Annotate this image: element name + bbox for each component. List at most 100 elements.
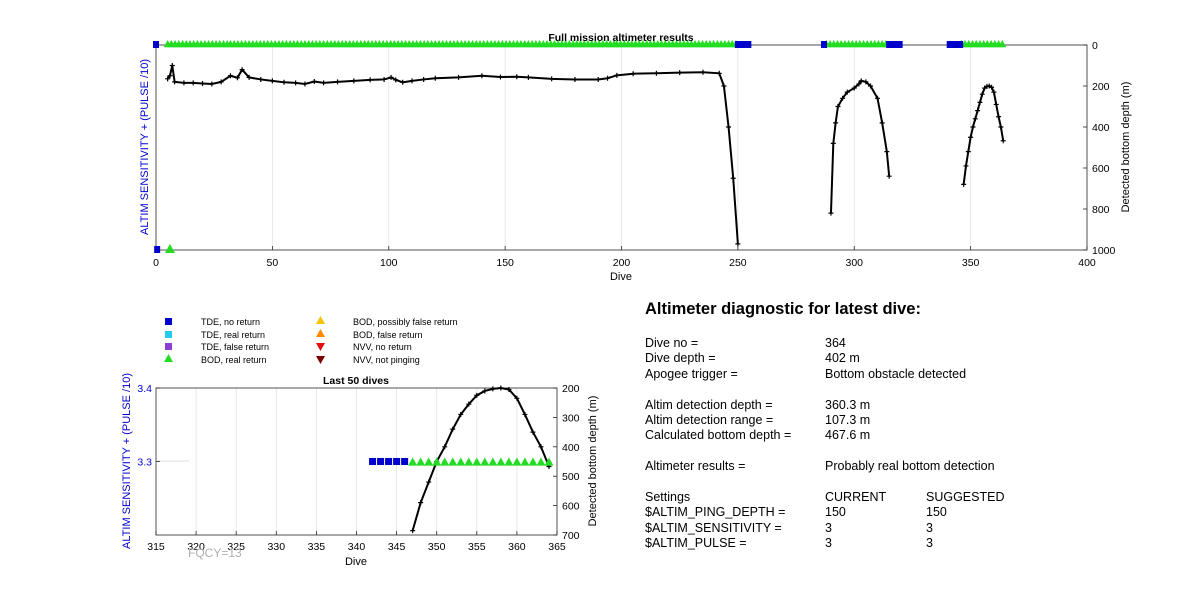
diagnostic-value: 467.6 m: [825, 428, 871, 443]
tde-no-return-marker: [153, 41, 159, 48]
depth-point-marker: [234, 75, 240, 81]
right-y-tick-label: 200: [1092, 81, 1110, 93]
legend: TDE, no return TDE, real return TDE, fal…: [164, 316, 458, 365]
depth-point-marker: [388, 74, 394, 80]
depth-point-marker: [858, 78, 864, 84]
legend-label: BOD, possibly false return: [353, 317, 458, 327]
depth-point-marker: [530, 429, 536, 435]
diagnostic-value: Bottom obstacle detected: [825, 366, 967, 381]
tde-no-return-marker: [886, 41, 893, 48]
depth-point-marker: [311, 78, 317, 84]
depth-point-marker: [884, 149, 890, 155]
depth-point-marker: [963, 163, 969, 169]
bod-real-return-marker: [544, 457, 554, 466]
setting-name: $ALTIM_PULSE =: [645, 536, 747, 551]
depth-point-marker: [653, 70, 659, 76]
depth-point-marker: [479, 73, 485, 79]
depth-point-marker: [269, 78, 275, 84]
depth-point-marker: [886, 173, 892, 179]
legend-label: TDE, false return: [201, 342, 269, 352]
x-tick-label: 320: [187, 541, 205, 553]
left-y-tick-label: 3.4: [137, 383, 152, 395]
depth-point-marker: [726, 124, 732, 130]
full-mission-title: Full mission altimeter results: [548, 32, 693, 44]
x-tick-label: 345: [388, 541, 406, 553]
bod-real-return-marker: [998, 40, 1007, 48]
x-tick-label: 315: [147, 541, 165, 553]
right-y-tick-label: 600: [1092, 163, 1110, 175]
depth-point-marker: [514, 395, 520, 401]
legend-label: NVV, not pinging: [353, 355, 420, 365]
diagnostic-label: Apogee trigger =: [645, 366, 738, 381]
depth-point-marker: [830, 140, 836, 146]
depth-point-marker: [474, 392, 480, 398]
depth-point-marker: [367, 77, 373, 83]
depth-point-marker: [293, 80, 299, 86]
settings-header-row: Settings CURRENT SUGGESTED: [645, 490, 1115, 505]
depth-point-marker: [466, 401, 472, 407]
legend-label: TDE, real return: [201, 330, 265, 340]
tde-no-return-marker: [377, 458, 385, 465]
depth-point-marker: [458, 411, 464, 417]
bod-real-return-marker: [432, 457, 442, 466]
last-50-xlabel: Dive: [345, 556, 367, 568]
depth-point-marker: [321, 80, 327, 86]
x-tick-label: 50: [267, 257, 279, 269]
bod-real-return-marker: [416, 457, 426, 466]
setting-name: $ALTIM_SENSITIVITY =: [645, 520, 782, 535]
x-tick-label: 150: [496, 257, 514, 269]
depth-point-marker: [381, 76, 387, 82]
diagnostic-label: Dive depth =: [645, 351, 716, 366]
depth-point-marker: [630, 71, 636, 77]
depth-point-marker: [450, 426, 456, 432]
last-50-right-ylabel: Detected bottom depth (m): [587, 396, 599, 527]
depth-point-marker: [506, 386, 512, 392]
depth-point-marker: [432, 75, 438, 81]
x-tick-label: 335: [308, 541, 326, 553]
tde-no-return-marker: [154, 246, 161, 253]
depth-point-marker: [549, 76, 555, 82]
tde-no-return-marker: [889, 41, 896, 48]
legend-marker-bod-real-return: [164, 354, 173, 362]
tde-no-return-marker: [896, 41, 903, 48]
right-y-tick-label: 0: [1092, 40, 1098, 52]
depth-point-marker: [993, 101, 999, 107]
x-tick-label: 350: [962, 257, 980, 269]
depth-point-marker: [840, 95, 846, 101]
x-tick-label: 325: [227, 541, 245, 553]
depth-point-marker: [605, 75, 611, 81]
depth-point-marker: [856, 81, 862, 87]
depth-point-marker: [844, 89, 850, 95]
depth-point-marker: [167, 73, 173, 79]
depth-point-marker: [169, 63, 175, 68]
depth-point-marker: [721, 83, 727, 89]
depth-point-marker: [875, 95, 881, 101]
depth-point-marker: [351, 78, 357, 84]
diagnostic-label: Dive no =: [645, 336, 699, 350]
right-y-tick-label: 200: [562, 383, 580, 395]
depth-point-marker: [426, 479, 432, 485]
tde-no-return-marker: [734, 41, 741, 48]
depth-point-marker: [614, 72, 620, 78]
detected-bottom-depth-line: [166, 65, 739, 244]
x-tick-label: 0: [153, 257, 159, 269]
bod-real-return-marker: [440, 457, 450, 466]
depth-point-marker: [851, 85, 857, 91]
x-tick-label: 300: [845, 257, 863, 269]
bod-real-return-marker: [472, 457, 482, 466]
settings-header: CURRENT: [825, 489, 887, 504]
tde-no-return-marker: [369, 458, 377, 465]
setting-suggested: 3: [926, 536, 933, 551]
right-y-tick-label: 700: [562, 530, 580, 542]
full-mission-chart: 0 50 100 150 200 250 300 350 400 0 200 400 600 800 10…: [139, 32, 1132, 283]
depth-point-marker: [716, 70, 722, 76]
depth-point-marker: [400, 79, 406, 85]
diagnostic-title: Altimeter diagnostic for latest dive:: [645, 300, 921, 318]
legend-marker-tde-false-return: [165, 343, 172, 350]
diagnostic-label: Altim detection range =: [645, 412, 774, 427]
depth-point-marker: [970, 124, 976, 130]
setting-suggested: 150: [926, 505, 947, 520]
tde-no-return-marker: [820, 41, 827, 48]
diagnostic-row: Dive depth = 402 m: [645, 351, 1115, 366]
